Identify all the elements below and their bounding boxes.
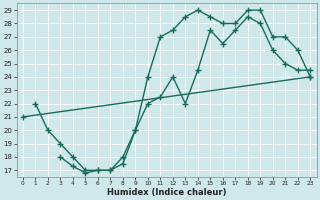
X-axis label: Humidex (Indice chaleur): Humidex (Indice chaleur)	[107, 188, 226, 197]
